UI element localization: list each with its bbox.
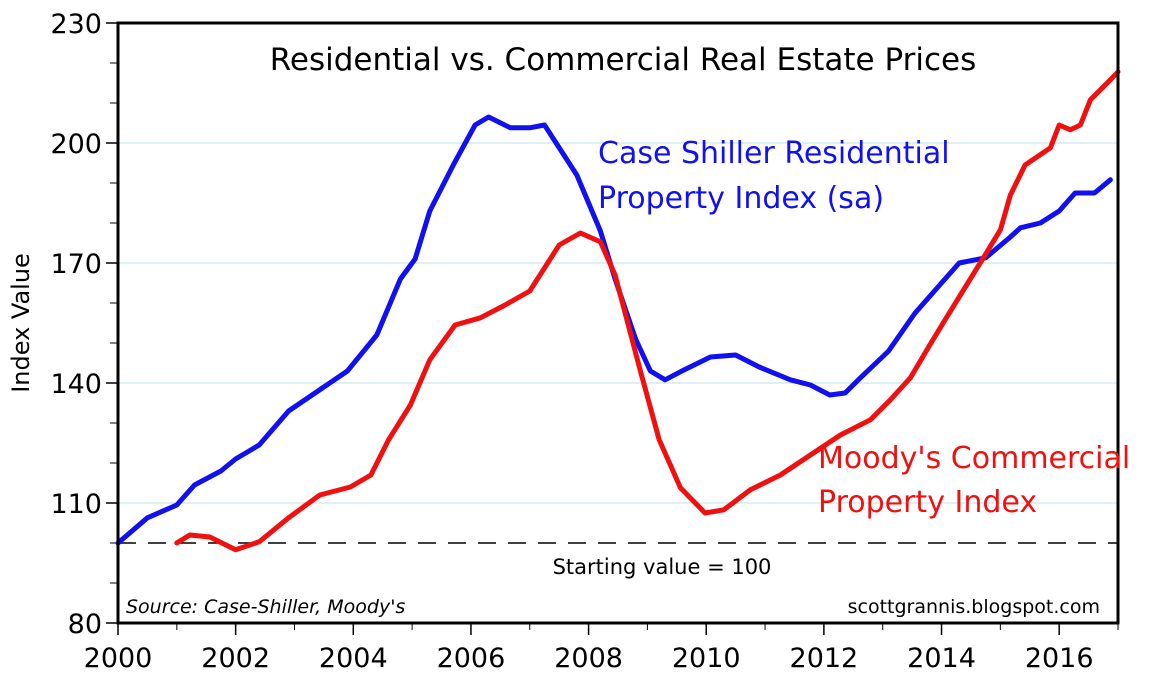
plot-frame bbox=[116, 21, 1120, 625]
gridlines bbox=[118, 142, 1118, 504]
tick-labels: 80 110 140 170 200 230 2000 2002 2004 2006 2008 201… bbox=[50, 9, 1093, 674]
x-tick-label: 2006 bbox=[437, 643, 506, 674]
x-tick-label: 2000 bbox=[84, 643, 153, 674]
y-tick-label: 200 bbox=[50, 129, 102, 160]
series-label-commercial-line2: Property Index bbox=[818, 485, 1037, 520]
x-tick-label: 2012 bbox=[790, 643, 859, 674]
watermark: scottgrannis.blogspot.com bbox=[848, 596, 1100, 618]
x-tick-label: 2004 bbox=[319, 643, 388, 674]
x-tick-label: 2002 bbox=[201, 643, 270, 674]
x-tick-label: 2014 bbox=[907, 643, 976, 674]
series-label-residential-line2: Property Index (sa) bbox=[598, 181, 884, 216]
y-tick-label: 140 bbox=[50, 369, 102, 400]
series-label-residential-line1: Case Shiller Residential bbox=[598, 136, 950, 171]
y-tick-label: 80 bbox=[68, 609, 102, 640]
y-tick-label: 170 bbox=[50, 249, 102, 280]
x-tick-label: 2008 bbox=[554, 643, 623, 674]
y-axis-label: Index Value bbox=[7, 253, 35, 393]
y-tick-label: 110 bbox=[50, 489, 102, 520]
series-lines bbox=[115, 69, 1121, 553]
series-label-commercial-line1: Moody's Commercial bbox=[818, 441, 1130, 476]
x-tick-label: 2010 bbox=[672, 643, 741, 674]
source-note: Source: Case-Shiller, Moody's bbox=[126, 596, 405, 618]
chart-title: Residential vs. Commercial Real Estate P… bbox=[270, 42, 977, 78]
x-tick-label: 2016 bbox=[1025, 643, 1094, 674]
series-line-residential bbox=[115, 114, 1113, 546]
y-tick-label: 230 bbox=[50, 9, 102, 40]
series-line-commercial bbox=[174, 69, 1121, 553]
reference-line-label: Starting value = 100 bbox=[553, 555, 772, 579]
